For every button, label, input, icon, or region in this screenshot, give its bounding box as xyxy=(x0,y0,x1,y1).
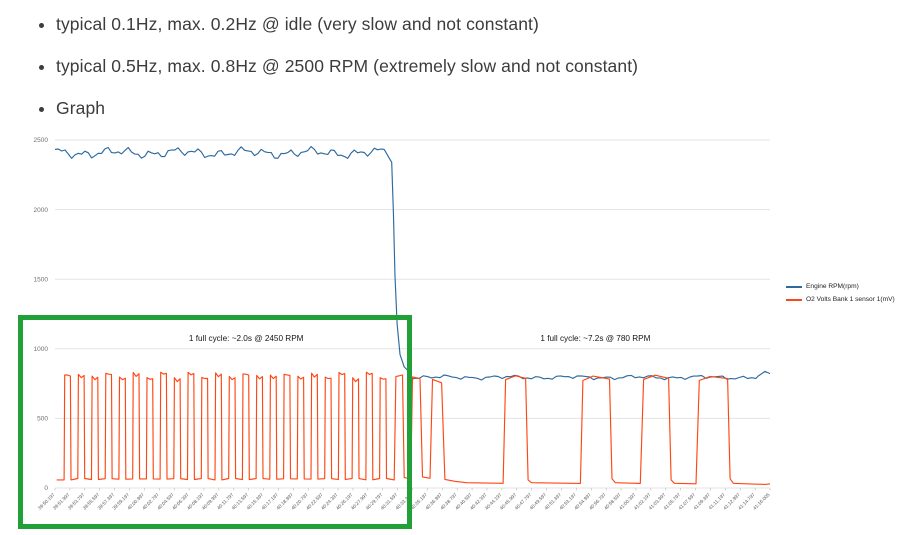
legend-line-swatch-o2-icon xyxy=(786,298,802,301)
bullet-item-graph: Graph xyxy=(56,98,638,119)
annotation-fast-cycle: 1 full cycle: ~2.0s @ 2450 RPM xyxy=(188,333,304,343)
y-tick-label: 1000 xyxy=(34,346,49,353)
y-tick-label: 2500 xyxy=(34,137,49,144)
y-tick-label: 500 xyxy=(37,416,48,423)
annotation-slow-cycle: 1 full cycle: ~7.2s @ 780 RPM xyxy=(540,333,651,343)
chart-legend: Engine RPM(rpm) O2 Volts Bank 1 sensor 1… xyxy=(786,283,895,309)
series-line-1 xyxy=(56,371,771,485)
bullet-item-2500rpm: typical 0.5Hz, max. 0.8Hz @ 2500 RPM (ex… xyxy=(56,56,638,77)
bullet-list: typical 0.1Hz, max. 0.2Hz @ idle (very s… xyxy=(40,14,638,140)
y-tick-label: 1500 xyxy=(34,276,49,283)
y-tick-label: 0 xyxy=(44,485,48,492)
series-line-0 xyxy=(54,145,771,381)
legend-item-rpm: Engine RPM(rpm) xyxy=(786,283,895,290)
legend-label-o2: O2 Volts Bank 1 sensor 1(mV) xyxy=(806,296,895,303)
y-tick-label: 2000 xyxy=(34,207,49,214)
highlight-box xyxy=(18,315,412,530)
legend-label-rpm: Engine RPM(rpm) xyxy=(806,283,859,290)
bullet-item-idle: typical 0.1Hz, max. 0.2Hz @ idle (very s… xyxy=(56,14,638,35)
legend-line-swatch-rpm-icon xyxy=(786,285,802,288)
x-tick-label: 41:16.005 xyxy=(752,492,772,512)
legend-item-o2: O2 Volts Bank 1 sensor 1(mV) xyxy=(786,296,895,303)
chart-area: 0 500 1000 1500 2000 2500 39:50.197 39:51.997 39… xyxy=(0,130,923,535)
